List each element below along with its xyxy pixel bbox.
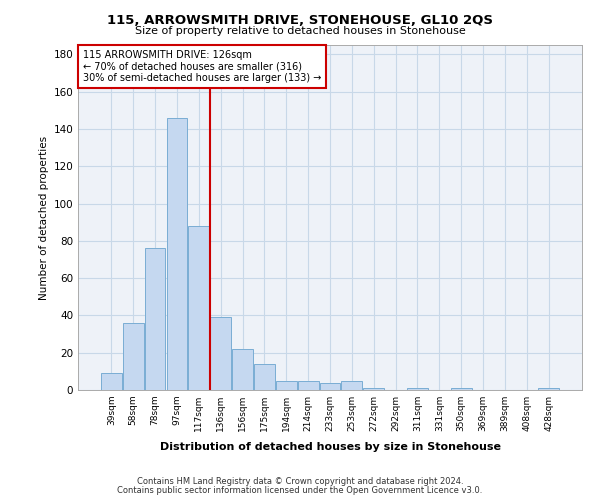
Bar — [145, 248, 166, 390]
Bar — [320, 382, 340, 390]
Y-axis label: Number of detached properties: Number of detached properties — [39, 136, 49, 300]
Bar — [210, 318, 231, 390]
Bar — [364, 388, 384, 390]
Bar — [232, 349, 253, 390]
Bar — [407, 388, 428, 390]
Text: Contains HM Land Registry data © Crown copyright and database right 2024.: Contains HM Land Registry data © Crown c… — [137, 477, 463, 486]
Bar — [538, 388, 559, 390]
Bar — [276, 380, 296, 390]
Bar — [254, 364, 275, 390]
Bar — [123, 323, 143, 390]
Bar — [341, 380, 362, 390]
Bar — [188, 226, 209, 390]
Bar — [451, 388, 472, 390]
Bar — [298, 380, 319, 390]
Text: 115, ARROWSMITH DRIVE, STONEHOUSE, GL10 2QS: 115, ARROWSMITH DRIVE, STONEHOUSE, GL10 … — [107, 14, 493, 27]
Bar — [101, 373, 122, 390]
Text: Contains public sector information licensed under the Open Government Licence v3: Contains public sector information licen… — [118, 486, 482, 495]
Bar — [167, 118, 187, 390]
X-axis label: Distribution of detached houses by size in Stonehouse: Distribution of detached houses by size … — [160, 442, 500, 452]
Text: Size of property relative to detached houses in Stonehouse: Size of property relative to detached ho… — [134, 26, 466, 36]
Text: 115 ARROWSMITH DRIVE: 126sqm
← 70% of detached houses are smaller (316)
30% of s: 115 ARROWSMITH DRIVE: 126sqm ← 70% of de… — [83, 50, 322, 84]
